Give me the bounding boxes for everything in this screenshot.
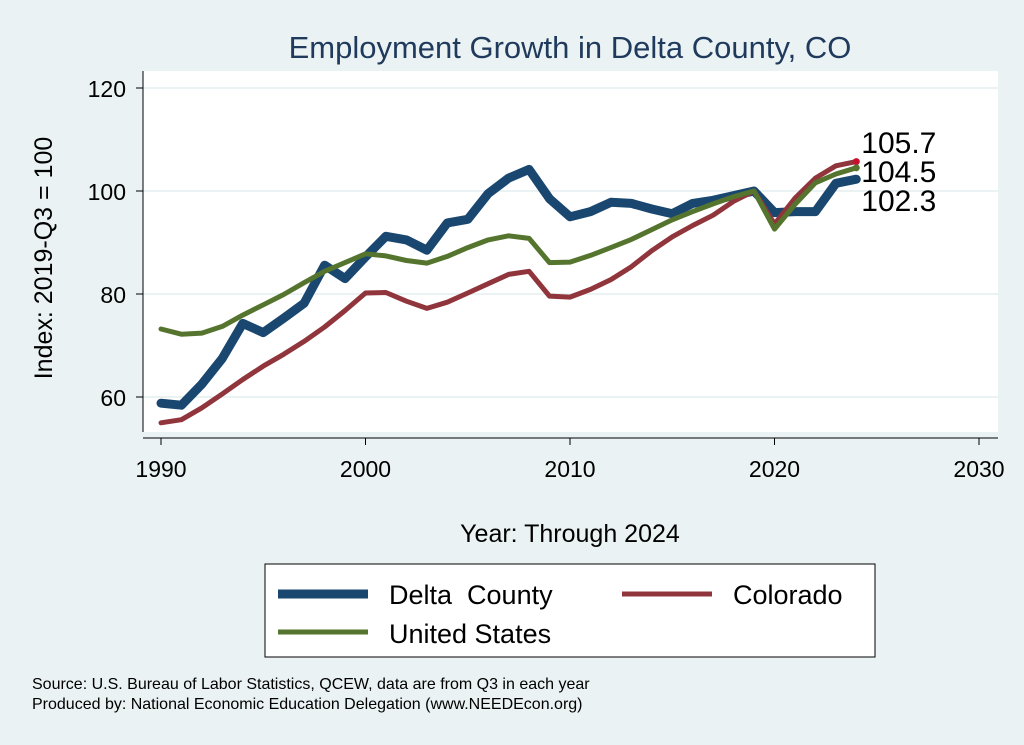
y-axis-label: Index: 2019-Q3 = 100 [30,137,58,380]
x-tick-label: 1990 [135,456,186,482]
x-axis-label: Year: Through 2024 [460,520,680,548]
legend-box [264,563,876,658]
end-marker-colorado [852,158,860,166]
x-axis-ticks: 1990 2000 2010 2020 2030 [135,438,1005,482]
legend-label-colorado: Colorado [733,580,843,610]
end-label-united-states: 104.5 [861,156,936,189]
series-line-united-states [158,165,859,337]
x-tick-label: 2000 [340,456,391,482]
end-marker-united-states [852,164,860,172]
x-tick-label: 2010 [544,456,595,482]
y-tick-label: 60 [100,385,126,411]
end-label-colorado: 105.7 [861,127,936,160]
legend-label-united-states: United States [389,619,551,649]
y-tick-label: 120 [88,76,126,102]
series-lines [156,159,861,426]
source-note: Source: U.S. Bureau of Labor Statistics,… [32,676,590,693]
series-line-colorado [158,159,859,426]
y-tick-label: 80 [100,282,126,308]
plot-area [143,71,998,432]
end-marker-delta-county [852,175,860,183]
producer-note: Produced by: National Economic Education… [32,696,583,713]
x-tick-label: 2020 [749,456,800,482]
chart-title: Employment Growth in Delta County, CO [289,30,852,65]
y-axis-ticks: 60 80 100 120 [88,76,143,411]
y-tick-label: 100 [88,179,126,205]
legend-label-delta-county: Delta County [389,580,553,610]
end-label-delta-county: 102.3 [861,185,936,218]
x-tick-label: 2030 [953,456,1004,482]
